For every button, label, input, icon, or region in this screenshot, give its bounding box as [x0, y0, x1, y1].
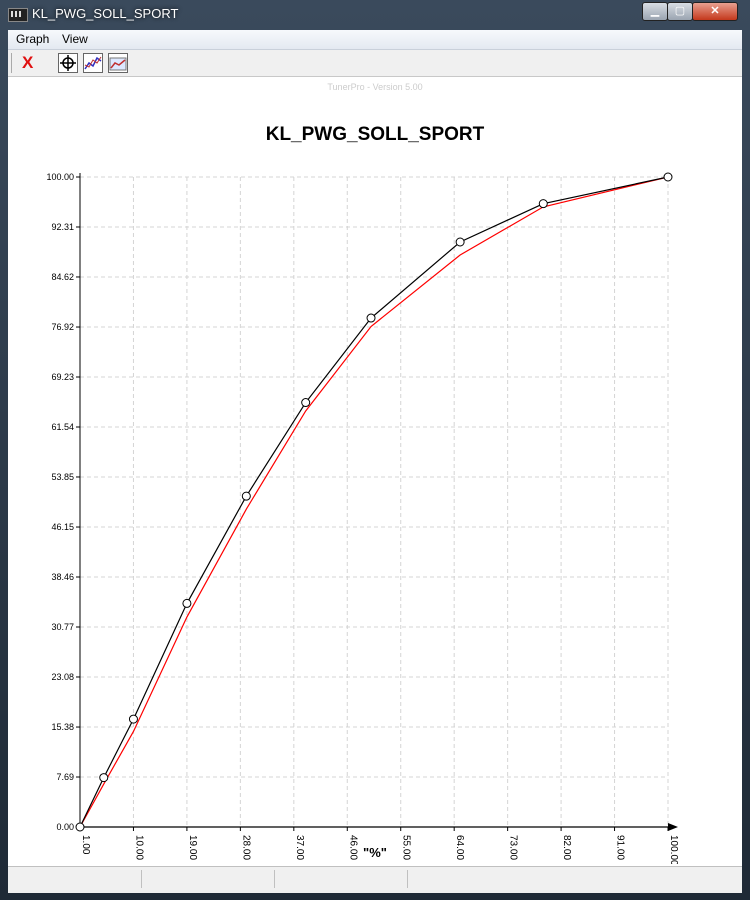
- menu-view[interactable]: View: [62, 32, 88, 46]
- toolbar: X: [8, 50, 742, 77]
- x-axis-arrow: [668, 823, 678, 831]
- axes: [79, 173, 678, 831]
- window-title: KL_PWG_SOLL_SPORT: [32, 6, 179, 21]
- client-area: Graph View X: [8, 30, 742, 893]
- status-cell: [142, 870, 275, 888]
- maximize-icon: ▢: [674, 5, 686, 17]
- y-axis-ticks: 0.00 7.69 15.38 23.08 30.77 38.46 46.15 53.85 61…: [46, 172, 80, 832]
- plot-area: TunerPro - Version 5.00 KL_PWG_SOLL_SPOR…: [8, 77, 742, 866]
- data-point: [538, 199, 548, 209]
- x-tick-label: 10.00: [133, 835, 144, 860]
- toolbar-separator: [11, 53, 14, 73]
- graph-compare-icon: [109, 57, 127, 71]
- data-point: [128, 714, 138, 724]
- app-icon: [8, 8, 28, 22]
- data-point: [366, 313, 376, 323]
- y-tick-label: 61.54: [51, 422, 74, 432]
- pan-move-button[interactable]: [58, 53, 78, 73]
- x-axis-ticks: 1.00 10.00 19.00 28.00 37.00 46.00 55.00 64.00 7…: [79, 827, 679, 866]
- status-cell: [408, 870, 741, 888]
- grid: [79, 176, 669, 828]
- move-icon: [60, 55, 76, 71]
- y-tick-label: 46.15: [51, 522, 74, 532]
- x-tick-label: 100.00: [668, 835, 679, 864]
- x-tick-label: 73.00: [508, 835, 519, 860]
- y-tick-label: 69.23: [51, 372, 74, 382]
- status-cell: [8, 870, 142, 888]
- x-tick-label: 19.00: [187, 835, 198, 860]
- x-tick-label: 46.00: [347, 835, 358, 860]
- y-tick-label: 38.46: [51, 572, 74, 582]
- x-tick-label: 91.00: [615, 835, 626, 860]
- y-tick-label: 84.62: [51, 272, 74, 282]
- y-tick-label: 15.38: [51, 722, 74, 732]
- status-cell: [275, 870, 408, 888]
- watermark-text: TunerPro - Version 5.00: [327, 82, 422, 92]
- close-icon: ✕: [710, 5, 720, 17]
- menu-graph[interactable]: Graph: [16, 32, 50, 46]
- series-line: [79, 176, 669, 828]
- x-tick-label: 55.00: [401, 835, 412, 860]
- status-bar: [8, 866, 742, 893]
- minimize-icon: ▁: [650, 5, 660, 17]
- y-tick-label: 30.77: [51, 622, 74, 632]
- y-tick-label: 23.08: [51, 672, 74, 682]
- close-graph-icon[interactable]: X: [22, 53, 34, 72]
- data-point: [663, 172, 673, 182]
- x-tick-label: 37.00: [294, 835, 305, 860]
- series-layer: [75, 172, 673, 832]
- series-line: [79, 176, 669, 828]
- maximize-button[interactable]: ▢: [667, 2, 693, 21]
- data-point: [99, 773, 109, 783]
- data-point: [455, 237, 465, 247]
- y-tick-label: 53.85: [51, 472, 74, 482]
- x-tick-label: 1.00: [80, 835, 91, 855]
- line-graph-icon: [84, 56, 102, 70]
- chart: TunerPro - Version 5.00 KL_PWG_SOLL_SPOR…: [46, 82, 679, 866]
- close-window-button[interactable]: ✕: [692, 2, 738, 21]
- menu-bar: Graph View: [8, 30, 742, 50]
- x-tick-label: 64.00: [454, 835, 465, 860]
- y-tick-label: 0.00: [56, 822, 74, 832]
- y-tick-label: 92.31: [51, 222, 74, 232]
- x-axis-label: "%": [363, 845, 387, 860]
- x-tick-label: 82.00: [561, 835, 572, 860]
- trace-graph-button[interactable]: [83, 53, 103, 73]
- compare-graph-button[interactable]: [108, 53, 128, 73]
- data-point: [75, 822, 85, 832]
- minimize-button[interactable]: ▁: [642, 2, 668, 21]
- title-bar[interactable]: KL_PWG_SOLL_SPORT ▁ ▢ ✕: [0, 0, 750, 28]
- y-tick-label: 76.92: [51, 322, 74, 332]
- chart-title: KL_PWG_SOLL_SPORT: [266, 124, 485, 145]
- data-point: [182, 598, 192, 608]
- x-tick-label: 28.00: [240, 835, 251, 860]
- y-tick-label: 100.00: [46, 172, 74, 182]
- data-point: [241, 491, 251, 501]
- data-point: [301, 398, 311, 408]
- y-tick-label: 7.69: [56, 772, 74, 782]
